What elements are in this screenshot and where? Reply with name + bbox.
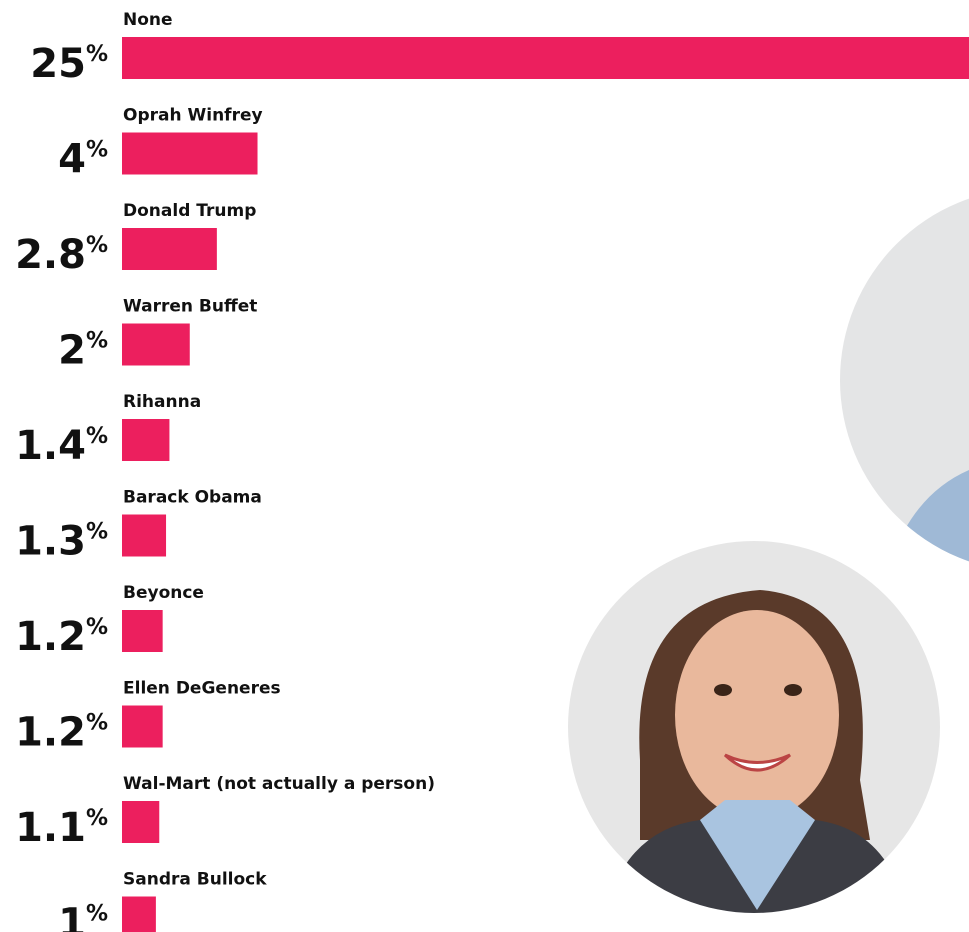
value-unit: %	[86, 902, 108, 927]
value-number: 1.1	[15, 805, 86, 851]
category-label: Sandra Bullock	[123, 870, 267, 890]
value-unit: %	[86, 520, 108, 545]
bar	[122, 610, 163, 652]
category-label: Oprah Winfrey	[123, 106, 263, 126]
value-number: 4	[58, 137, 86, 183]
bar	[122, 323, 190, 366]
value-number: 1	[58, 901, 86, 932]
value-unit: %	[86, 42, 108, 67]
value-unit: %	[86, 329, 108, 354]
category-label: Rihanna	[123, 392, 201, 412]
value-unit: %	[86, 424, 108, 449]
photo-woman	[568, 541, 940, 913]
category-label: Beyonce	[123, 583, 204, 603]
bar	[122, 801, 160, 843]
value-label: 4%	[58, 137, 108, 183]
value-number: 2	[58, 328, 86, 374]
photo-man	[840, 198, 969, 572]
value-number: 1.4	[15, 423, 86, 469]
category-label: Barack Obama	[123, 488, 262, 508]
value-label: 1.2%	[15, 614, 108, 660]
value-label: 2.8%	[15, 232, 108, 278]
bar	[122, 419, 170, 461]
bar	[122, 514, 167, 557]
category-label: Warren Buffet	[123, 297, 257, 317]
category-label: Wal-Mart (not actually a person)	[123, 774, 435, 794]
value-number: 1.2	[15, 710, 86, 756]
value-unit: %	[86, 138, 108, 163]
bar	[122, 37, 969, 79]
value-label: 1%	[58, 901, 108, 932]
bar	[122, 705, 163, 748]
value-label: 1.1%	[15, 805, 108, 851]
value-label: 2%	[58, 328, 108, 374]
value-number: 1.2	[15, 614, 86, 660]
bar	[122, 228, 217, 270]
value-number: 1.3	[15, 519, 86, 565]
value-label: 1.4%	[15, 423, 108, 469]
value-label: 1.2%	[15, 710, 108, 756]
value-number: 2.8	[15, 232, 86, 278]
value-unit: %	[86, 233, 108, 258]
category-label: Ellen DeGeneres	[123, 679, 281, 699]
value-unit: %	[86, 711, 108, 736]
bar	[122, 896, 156, 932]
value-number: 25	[30, 41, 86, 87]
category-label: Donald Trump	[123, 201, 256, 221]
value-unit: %	[86, 615, 108, 640]
value-label: 1.3%	[15, 519, 108, 565]
value-unit: %	[86, 806, 108, 831]
value-label: 25%	[30, 41, 108, 87]
category-label: None	[123, 10, 173, 30]
bar	[122, 132, 258, 175]
